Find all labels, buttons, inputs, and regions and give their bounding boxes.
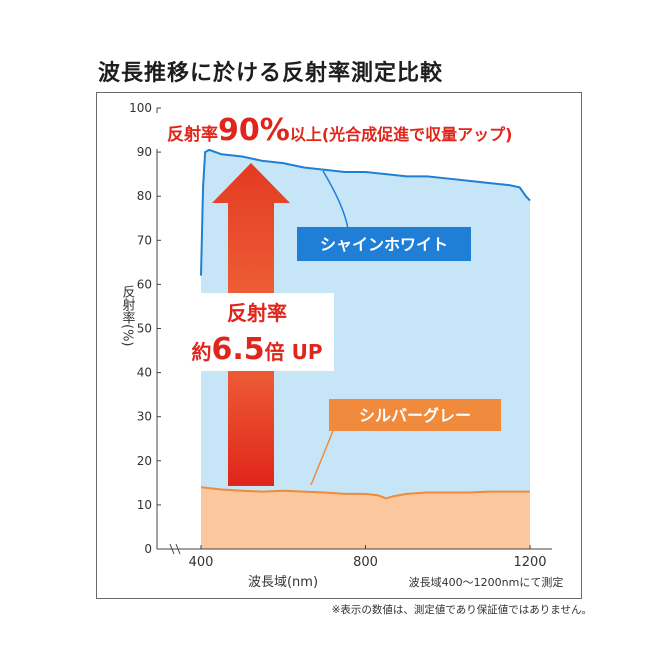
y-tick-label: 90 [137,145,152,159]
headline-box [155,113,551,149]
headline-suffix: 以上(光合成促進で収量アップ) [290,125,513,144]
page-title: 波長推移に於ける反射率測定比較 [98,61,444,86]
series-label-box-shine-white [297,227,471,261]
y-tick-label: 50 [137,322,152,336]
x-axis-note: 波長域400〜1200nmにて測定 [409,575,564,589]
y-tick-label: 70 [137,233,152,247]
arrow-label-value: 6.5 [211,332,264,367]
x-axis-label: 波長域(nm) [248,575,318,590]
y-tick-label: 20 [137,454,152,468]
series-line-silver-gray [200,486,530,500]
x-tick-label: 400 [189,555,214,570]
arrow-label-line2: 約6.5倍 UP [191,332,322,367]
series-label-silver-gray: シルバーグレー [359,406,471,425]
y-tick-label: 40 [137,366,152,380]
chart-frame: 0 10 20 30 40 50 60 70 80 90 100 400 800 1200 反射率(%) 波長… [96,92,582,599]
series-label-box-silver-gray [329,399,501,431]
footnote: ※表示の数値は、測定値であり保証値ではありません。 [331,604,592,616]
callout-leader-silver-gray [310,425,336,486]
y-tick-label: 80 [137,189,152,203]
series-label-shine-white: シャインホワイト [320,235,448,254]
headline-prefix: 反射率 [167,124,218,145]
y-tick-label: 0 [144,542,152,556]
arrow-label-suffix: 倍 UP [265,340,323,364]
axis-break-icon [169,543,181,555]
y-tick-label: 100 [129,101,152,115]
y-tick-label: 10 [137,498,152,512]
y-tick-label: 30 [137,410,152,424]
arrow-label-box [174,293,334,371]
x-tick-label: 1200 [513,555,546,570]
arrow-label-prefix: 約 [191,340,211,364]
x-tick-label: 800 [353,555,378,570]
y-tick-label: 60 [137,277,152,291]
headline-text: 反射率90%以上(光合成促進で収量アップ) [167,113,512,148]
arrow-label-line1: 反射率 [227,301,287,325]
callout-leader-shine-white [322,170,349,230]
series-fill-silver-gray [201,487,530,549]
y-axis-label: 反射率(%) [120,285,136,347]
headline-value: 90% [218,113,290,148]
reflectance-chart: 0 10 20 30 40 50 60 70 80 90 100 400 800 1200 反射率(%) 波長… [120,101,564,590]
series-line-shine-white [200,148,531,276]
